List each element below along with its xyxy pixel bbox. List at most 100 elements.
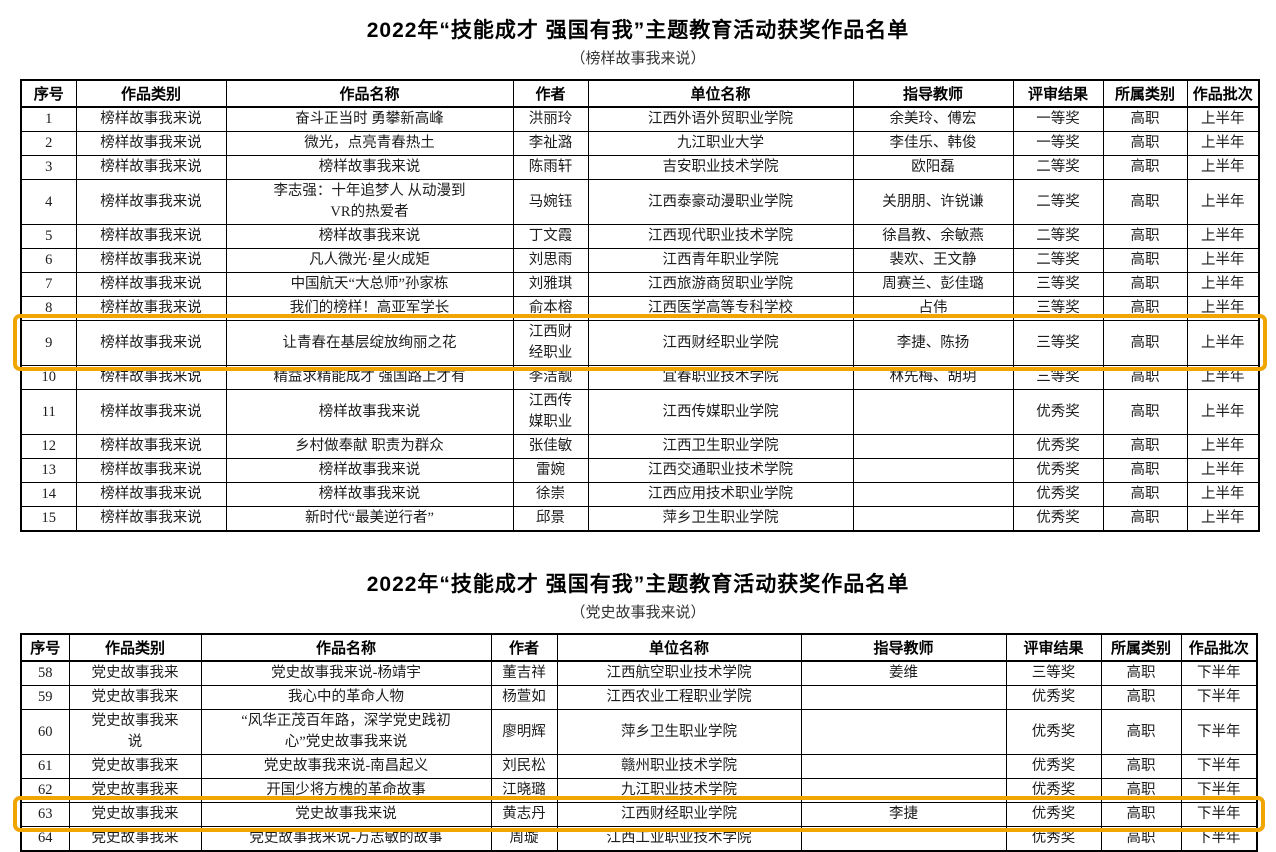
table-cell: 榜样故事我来说 — [75, 506, 227, 532]
table-cell: 优秀奖 — [1005, 709, 1102, 755]
table-cell: 榜样故事我来说 — [75, 458, 227, 483]
table-cell: 上半年 — [1186, 155, 1260, 180]
table-row: 59 党史故事我来 我心中的革命人物 杨萱如 江西农业工程职业学院 优秀奖 高职 下半年 — [20, 685, 1258, 710]
table-cell: 李祉潞 — [512, 131, 589, 156]
table-row: 62 党史故事我来 开国少将方槐的革命故事 江晓璐 九江职业技术学院 优秀奖 高职 下半年 — [20, 778, 1258, 803]
table-cell: 李洁靓 — [512, 365, 589, 390]
table-cell: 14 — [20, 482, 77, 507]
table-cell: 4 — [20, 179, 77, 225]
table-cell: 黄志丹 — [490, 802, 558, 827]
table-cell: 李志强：十年追梦人 从动漫到 VR的热爱者 — [225, 179, 514, 225]
table-cell: 徐崇 — [512, 482, 589, 507]
column-header: 单位名称 — [556, 633, 802, 662]
table-cell: 60 — [20, 709, 70, 755]
table-cell: 高职 — [1100, 709, 1182, 755]
table-row: 6 榜样故事我来说 凡人微光·星火成矩 刘思雨 江西青年职业学院 裴欢、王文静 二等奖 高职上… — [20, 248, 1260, 273]
table-cell: 优秀奖 — [1005, 754, 1102, 779]
table-cell: 2 — [20, 131, 77, 156]
table-cell: 我心中的革命人物 — [200, 685, 492, 710]
table-cell: 上半年 — [1186, 248, 1260, 273]
table-cell: 优秀奖 — [1005, 685, 1102, 710]
table-cell: 13 — [20, 458, 77, 483]
table-cell: 优秀奖 — [1005, 826, 1102, 852]
table-cell: 61 — [20, 754, 70, 779]
column-header: 作品批次 — [1186, 79, 1260, 108]
table-cell: 8 — [20, 296, 77, 321]
table-cell: 榜样故事我来说 — [75, 131, 227, 156]
table-cell: 萍乡卫生职业学院 — [556, 709, 802, 755]
table-cell: 党史故事我来说-万志敏的故事 — [200, 826, 492, 852]
table-cell: 榜样故事我来说 — [225, 458, 514, 483]
table-cell: 党史故事我来 说 — [68, 709, 202, 755]
table-cell: 丁文霞 — [512, 224, 589, 249]
table-cell: 上半年 — [1186, 506, 1260, 532]
section-bangyang: 2022年“技能成才 强国有我”主题教育活动获奖作品名单 （榜样故事我来说） 序… — [0, 14, 1276, 532]
table-cell: 让青春在基层绽放绚丽之花 — [225, 320, 514, 366]
awards-table-bangyang: 序号 作品类别 作品名称 作者 单位名称 指导教师 评审结果 所属类别 作品批次 1 榜样故事我来说… — [20, 79, 1260, 532]
table-cell: 高职 — [1100, 660, 1182, 686]
table-cell: 高职 — [1102, 458, 1188, 483]
table-cell: 廖明辉 — [490, 709, 558, 755]
table-cell: 二等奖 — [1012, 179, 1104, 225]
table-cell: 九江职业技术学院 — [556, 778, 802, 803]
table-cell: 欧阳磊 — [852, 155, 1014, 180]
table-cell: 李捷、陈扬 — [852, 320, 1014, 366]
table-cell: 三等奖 — [1012, 320, 1104, 366]
table-cell: 江晓璐 — [490, 778, 558, 803]
table-cell: 上半年 — [1186, 272, 1260, 297]
table-cell: 关朋朋、许锐谦 — [852, 179, 1014, 225]
table-cell: 微光，点亮青春热土 — [225, 131, 514, 156]
table-cell: 下半年 — [1180, 778, 1258, 803]
table-cell: 下半年 — [1180, 660, 1258, 686]
table-row: 61 党史故事我来 党史故事我来说-南昌起义 刘民松 赣州职业技术学院 优秀奖 高职 下半年 — [20, 754, 1258, 779]
table-row: 13 榜样故事我来说 榜样故事我来说 雷婉 江西交通职业技术学院 优秀奖 高职 上半年 — [20, 458, 1260, 483]
table2-wrap: 序号 作品类别 作品名称 作者 单位名称 指导教师 评审结果 所属类别 作品批次 58 党史故事我来… — [13, 633, 1265, 852]
table-cell: 优秀奖 — [1005, 778, 1102, 803]
table-cell: 徐昌教、余敏燕 — [852, 224, 1014, 249]
table-cell: 高职 — [1102, 506, 1188, 532]
table-cell: 高职 — [1102, 131, 1188, 156]
table-cell: 党史故事我来 — [68, 660, 202, 686]
table-cell: 上半年 — [1186, 224, 1260, 249]
table-cell: 上半年 — [1186, 389, 1260, 435]
table-cell: 上半年 — [1186, 434, 1260, 459]
column-header: 序号 — [20, 79, 77, 108]
table-cell: 邱景 — [512, 506, 589, 532]
table-cell: 三等奖 — [1005, 660, 1102, 686]
table-cell: 优秀奖 — [1005, 802, 1102, 827]
table-cell: 高职 — [1102, 365, 1188, 390]
column-header: 指导教师 — [800, 633, 1007, 662]
table-cell: 下半年 — [1180, 802, 1258, 827]
table-cell: 李佳乐、韩俊 — [852, 131, 1014, 156]
table-cell: 姜维 — [800, 660, 1007, 686]
table-cell: 榜样故事我来说 — [75, 296, 227, 321]
table-cell: 15 — [20, 506, 77, 532]
table-cell: 1 — [20, 106, 77, 132]
table-cell: 我们的榜样！高亚军学长 — [225, 296, 514, 321]
table-cell: 党史故事我来说-杨靖宇 — [200, 660, 492, 686]
column-header: 作者 — [512, 79, 589, 108]
column-header: 序号 — [20, 633, 70, 662]
table-cell: 开国少将方槐的革命故事 — [200, 778, 492, 803]
table-cell: 9 — [20, 320, 77, 366]
column-header: 作品名称 — [200, 633, 492, 662]
table-cell — [852, 506, 1014, 532]
table-cell: 林先梅、胡玥 — [852, 365, 1014, 390]
column-header: 作品批次 — [1180, 633, 1258, 662]
table-cell: 高职 — [1102, 106, 1188, 132]
table-cell: 张佳敏 — [512, 434, 589, 459]
table-cell: 党史故事我来 — [68, 826, 202, 852]
table-row: 11 榜样故事我来说 榜样故事我来说 江西传 媒职业 江西传媒职业学院 优秀奖 高职 上半年 — [20, 389, 1260, 435]
column-header: 所属类别 — [1102, 79, 1188, 108]
table-cell: 榜样故事我来说 — [75, 179, 227, 225]
table-cell: 12 — [20, 434, 77, 459]
table-cell: 九江职业大学 — [587, 131, 854, 156]
table2-subtitle: （党史故事我来说） — [570, 605, 706, 621]
table-cell: 优秀奖 — [1012, 434, 1104, 459]
table-cell: 高职 — [1102, 179, 1188, 225]
table-cell: 二等奖 — [1012, 155, 1104, 180]
table-cell: 江西传 媒职业 — [512, 389, 589, 435]
table-cell: 洪丽玲 — [512, 106, 589, 132]
table-cell: 余美玲、傅宏 — [852, 106, 1014, 132]
table-cell: 64 — [20, 826, 70, 852]
